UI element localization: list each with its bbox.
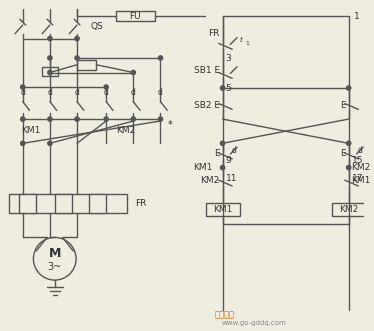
Circle shape	[75, 117, 79, 121]
Circle shape	[131, 117, 135, 121]
Text: E: E	[340, 101, 346, 110]
Text: 15: 15	[352, 156, 363, 165]
Text: 11: 11	[226, 174, 237, 183]
Text: *: *	[168, 120, 172, 130]
Text: FU: FU	[129, 12, 141, 21]
Text: 17: 17	[352, 174, 363, 183]
Circle shape	[75, 36, 79, 41]
Text: d: d	[358, 146, 363, 155]
Circle shape	[48, 71, 52, 75]
Bar	[42, 67, 58, 76]
Circle shape	[104, 85, 108, 89]
Circle shape	[48, 141, 52, 145]
Text: d: d	[47, 88, 52, 97]
Text: d: d	[20, 88, 25, 97]
Text: t: t	[240, 36, 243, 43]
Text: FR: FR	[208, 29, 220, 38]
Text: M: M	[49, 247, 61, 260]
Text: SB2 E: SB2 E	[194, 101, 220, 110]
Text: d: d	[131, 88, 136, 97]
Circle shape	[21, 85, 25, 89]
Text: FR: FR	[135, 199, 147, 208]
Text: 5: 5	[226, 83, 231, 93]
Bar	[206, 203, 240, 216]
Text: E: E	[214, 149, 220, 158]
Text: KM2: KM2	[200, 176, 220, 185]
Text: 3: 3	[226, 54, 231, 64]
Text: KM2: KM2	[352, 163, 371, 172]
Circle shape	[220, 141, 225, 145]
Text: 3~: 3~	[47, 261, 62, 271]
Text: 1: 1	[353, 12, 359, 21]
Text: E: E	[340, 149, 346, 158]
Text: www.go-gddq.com: www.go-gddq.com	[221, 320, 286, 326]
Text: QS: QS	[91, 23, 103, 31]
Circle shape	[158, 56, 163, 60]
Circle shape	[21, 141, 25, 145]
Text: KM2: KM2	[116, 126, 135, 135]
Circle shape	[131, 71, 135, 75]
Text: KM1: KM1	[352, 176, 371, 185]
Text: KM1: KM1	[21, 126, 40, 135]
Text: 1: 1	[245, 41, 249, 46]
Circle shape	[48, 117, 52, 121]
Text: 9: 9	[226, 156, 231, 165]
Text: SB1 E: SB1 E	[193, 66, 220, 75]
Circle shape	[104, 117, 108, 121]
Circle shape	[347, 141, 351, 145]
Circle shape	[220, 86, 225, 90]
Bar	[89, 194, 106, 213]
Bar	[77, 60, 96, 70]
Text: 电电路网: 电电路网	[215, 310, 234, 319]
Text: KM1: KM1	[193, 163, 213, 172]
Circle shape	[347, 86, 351, 90]
Text: d: d	[104, 88, 108, 97]
Circle shape	[75, 56, 79, 60]
Bar	[9, 194, 128, 213]
Circle shape	[347, 166, 351, 170]
Text: d: d	[232, 146, 237, 155]
Circle shape	[158, 117, 163, 121]
Circle shape	[220, 166, 225, 170]
Text: KM2: KM2	[339, 205, 358, 214]
Circle shape	[48, 56, 52, 60]
Bar	[55, 194, 72, 213]
Text: d: d	[158, 88, 163, 97]
Circle shape	[48, 36, 52, 41]
Text: KM1: KM1	[213, 205, 232, 214]
Text: d: d	[75, 88, 80, 97]
Bar	[332, 203, 366, 216]
Bar	[19, 194, 36, 213]
Bar	[116, 11, 155, 21]
Circle shape	[21, 117, 25, 121]
